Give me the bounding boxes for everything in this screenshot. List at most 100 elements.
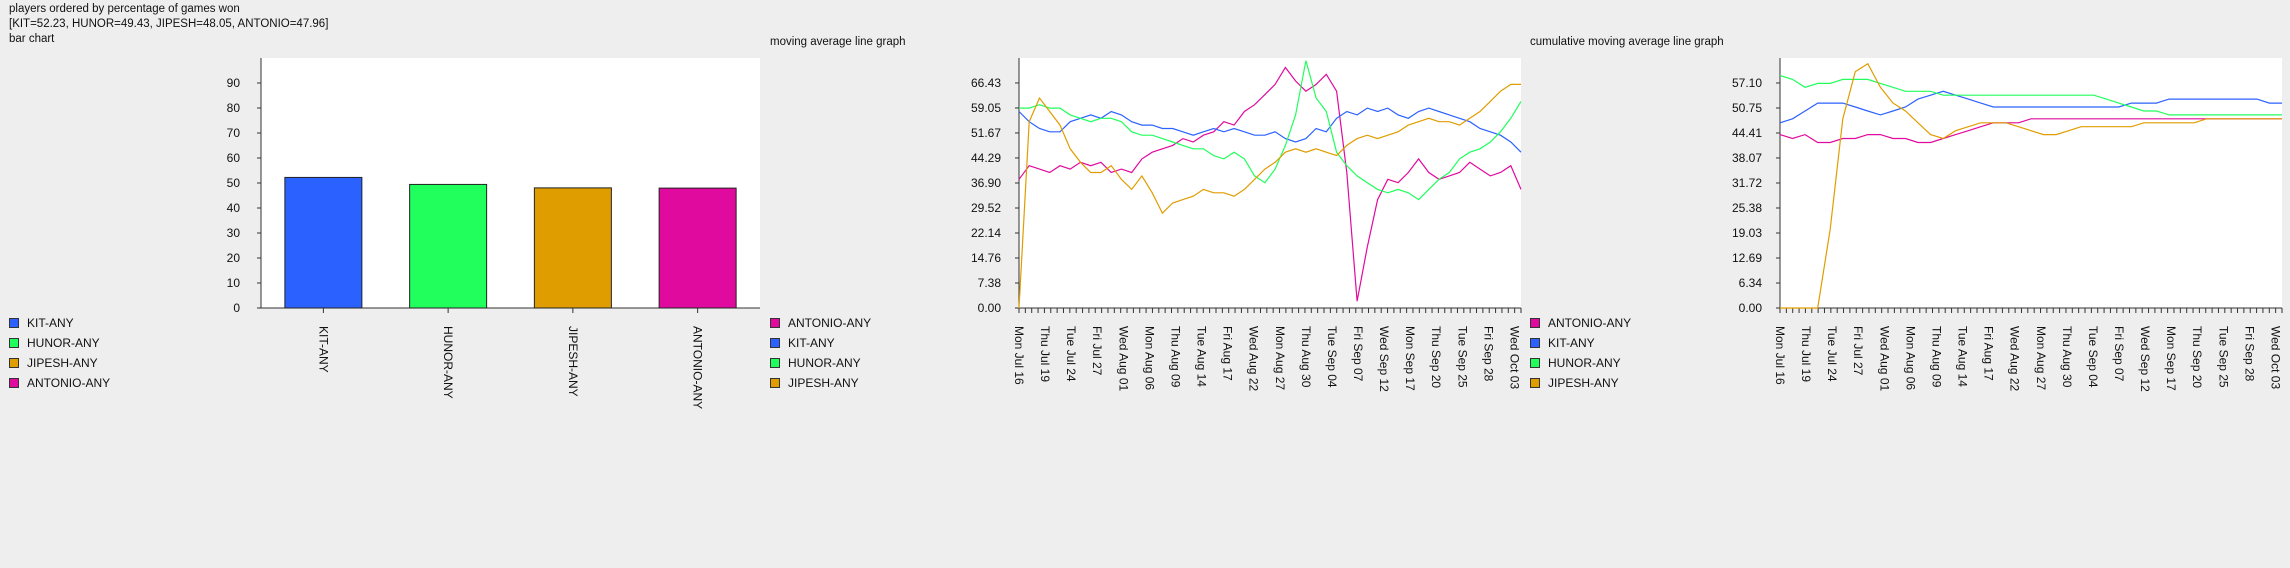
- legend-swatch: [9, 338, 19, 348]
- legend-item-kit-any: KIT-ANY: [1530, 333, 1631, 353]
- moving-average-x-tick-label: Mon Sep 17: [1403, 326, 1417, 391]
- moving-average-x-tick-label: Wed Aug 22: [1247, 326, 1261, 391]
- cumulative-average-y-tick-label: 12.69: [1732, 251, 1762, 265]
- bar-y-tick-label: 90: [227, 76, 241, 90]
- cumulative-average-x-tick-label: Tue Sep 04: [2086, 326, 2100, 388]
- legend-item-kit-any: KIT-ANY: [9, 313, 110, 333]
- legend-label: HUNOR-ANY: [1548, 356, 1621, 370]
- legend-swatch: [9, 318, 19, 328]
- moving-average-x-tick-label: Mon Aug 06: [1142, 326, 1156, 390]
- moving-average-x-tick-label: Thu Sep 20: [1429, 326, 1443, 388]
- bar-y-tick-label: 40: [227, 201, 241, 215]
- moving-average-line-hunor-any: [1019, 60, 1522, 201]
- cumulative-average-x-tick-label: Mon Sep 17: [2164, 326, 2178, 391]
- moving-average-y-tick-label: 36.90: [971, 176, 1001, 190]
- legend-item-antonio-any: ANTONIO-ANY: [9, 373, 110, 393]
- bar-y-tick-label: 30: [227, 226, 241, 240]
- cumulative-average-title: cumulative moving average line graph: [1530, 36, 1724, 48]
- cumulative-average-y-tick-label: 57.10: [1732, 76, 1762, 90]
- bar-jipesh-any: [533, 187, 612, 309]
- cumulative-average-x-tick-label: Mon Aug 06: [1903, 326, 1917, 390]
- legend-label: KIT-ANY: [788, 336, 835, 350]
- cumulative-average-x-tick-label: Wed Sep 12: [2138, 326, 2152, 392]
- legend-item-hunor-any: HUNOR-ANY: [1530, 353, 1631, 373]
- cumulative-average-y-tick-label: 19.03: [1732, 226, 1762, 240]
- legend-item-kit-any: KIT-ANY: [770, 333, 871, 353]
- legend-label: KIT-ANY: [1548, 336, 1595, 350]
- cumulative-average-y-tick-label: 31.72: [1732, 176, 1762, 190]
- legend-swatch: [770, 358, 780, 368]
- cumulative-average-x-tick-label: Mon Aug 27: [2034, 326, 2048, 390]
- moving-average-x-tick-label: Thu Aug 09: [1168, 326, 1182, 388]
- legend-swatch: [9, 358, 19, 368]
- legend-swatch: [1530, 358, 1540, 368]
- bar-chart-title: bar chart: [9, 33, 55, 45]
- legend-item-jipesh-any: JIPESH-ANY: [770, 373, 871, 393]
- moving-average-y-tick-label: 7.38: [978, 276, 1002, 290]
- legend-swatch: [1530, 338, 1540, 348]
- bar-y-tick-label: 70: [227, 126, 241, 140]
- page-title: players ordered by percentage of games w…: [9, 3, 240, 15]
- legend-swatch: [1530, 378, 1540, 388]
- legend-label: KIT-ANY: [27, 316, 74, 330]
- bar-hunor-any: [409, 183, 488, 309]
- legend-swatch: [770, 338, 780, 348]
- moving-average-x-tick-label: Tue Jul 24: [1064, 326, 1078, 382]
- cumulative-average-x-tick-label: Wed Oct 03: [2268, 326, 2282, 389]
- moving-average-line-jipesh-any: [1018, 83, 1521, 309]
- moving-average-plot-area: [1019, 58, 1521, 308]
- moving-average-x-tick-label: Wed Aug 01: [1116, 326, 1130, 391]
- moving-average-x-tick-label: Tue Sep 04: [1325, 326, 1339, 388]
- cumulative-average-x-tick-label: Tue Sep 25: [2216, 326, 2230, 388]
- bar-kit-any: [284, 176, 363, 309]
- cumulative-average-y-tick-label: 38.07: [1732, 151, 1762, 165]
- cumulative-average-line-antonio-any: [1779, 118, 2282, 144]
- moving-average-x-tick-label: Fri Sep 28: [1481, 326, 1495, 382]
- legend-item-antonio-any: ANTONIO-ANY: [770, 313, 871, 333]
- scores-summary: [KIT=52.23, HUNOR=49.43, JIPESH=48.05, A…: [9, 18, 329, 30]
- legend-swatch: [1530, 318, 1540, 328]
- cumulative-average-x-tick-label: Thu Aug 09: [1929, 326, 1943, 388]
- moving-average-y-tick-label: 51.67: [971, 126, 1001, 140]
- cumulative-average-x-tick-label: Fri Sep 07: [2112, 326, 2126, 382]
- moving-average-y-tick-label: 22.14: [971, 226, 1001, 240]
- cumulative-average-y-tick-label: 50.75: [1732, 101, 1762, 115]
- cumulative-average-x-tick-label: Wed Aug 01: [1877, 326, 1891, 391]
- cumulative-average-y-tick-label: 0.00: [1739, 301, 1763, 315]
- bar-antonio-any: [658, 187, 737, 309]
- moving-average-legend: ANTONIO-ANY KIT-ANY HUNOR-ANY JIPESH-ANY: [770, 313, 871, 393]
- bar-y-tick-label: 80: [227, 101, 241, 115]
- legend-label: ANTONIO-ANY: [27, 376, 111, 390]
- cumulative-average-line-jipesh-any: [1780, 62, 2282, 309]
- bar-x-tick-label: HUNOR-ANY: [441, 326, 455, 399]
- moving-average-x-tick-label: Wed Sep 12: [1377, 326, 1391, 392]
- bar-x-tick-label: KIT-ANY: [316, 326, 330, 373]
- cumulative-average-x-tick-label: Tue Aug 14: [1956, 326, 1970, 387]
- legend-item-hunor-any: HUNOR-ANY: [9, 333, 110, 353]
- legend-label: JIPESH-ANY: [27, 356, 98, 370]
- legend-label: ANTONIO-ANY: [788, 316, 872, 330]
- moving-average-x-tick-label: Wed Oct 03: [1507, 326, 1521, 389]
- legend-label: HUNOR-ANY: [788, 356, 861, 370]
- cumulative-average-x-tick-label: Mon Jul 16: [1773, 326, 1787, 385]
- legend-label: HUNOR-ANY: [27, 336, 100, 350]
- moving-average-x-tick-label: Fri Aug 17: [1221, 326, 1235, 381]
- moving-average-y-tick-label: 59.05: [971, 101, 1001, 115]
- moving-average-y-tick-label: 0.00: [978, 301, 1002, 315]
- moving-average-y-tick-label: 14.76: [971, 251, 1001, 265]
- legend-item-jipesh-any: JIPESH-ANY: [1530, 373, 1631, 393]
- cumulative-average-x-tick-label: Tue Jul 24: [1825, 326, 1839, 382]
- legend-swatch: [770, 378, 780, 388]
- cumulative-average-x-tick-label: Thu Jul 19: [1799, 326, 1813, 382]
- moving-average-y-tick-label: 44.29: [971, 151, 1001, 165]
- cumulative-average-x-tick-label: Thu Aug 30: [2060, 326, 2074, 388]
- moving-average-x-tick-label: Tue Sep 25: [1455, 326, 1469, 388]
- legend-item-antonio-any: ANTONIO-ANY: [1530, 313, 1631, 333]
- moving-average-y-tick-label: 29.52: [971, 201, 1001, 215]
- legend-item-jipesh-any: JIPESH-ANY: [9, 353, 110, 373]
- legend-swatch: [770, 318, 780, 328]
- bar-y-tick-label: 10: [227, 276, 241, 290]
- cumulative-average-x-tick-label: Fri Jul 27: [1851, 326, 1865, 376]
- cumulative-average-legend: ANTONIO-ANY KIT-ANY HUNOR-ANY JIPESH-ANY: [1530, 313, 1631, 393]
- cumulative-average-x-tick-label: Fri Aug 17: [1982, 326, 1996, 381]
